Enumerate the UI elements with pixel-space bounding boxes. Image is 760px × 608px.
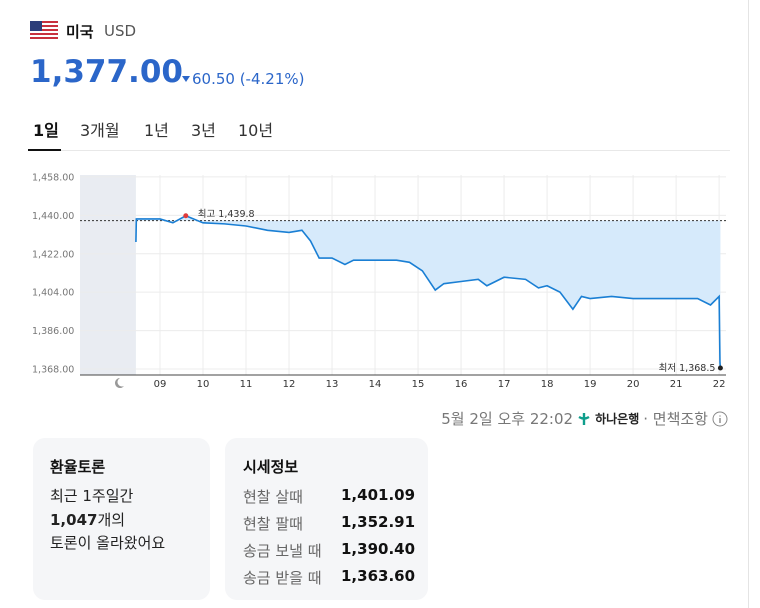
price-line xyxy=(135,214,722,369)
extreme-label: 최고 1,439.8 xyxy=(198,209,255,220)
x-tick-label: 17 xyxy=(498,379,511,390)
bank: 하나은행 xyxy=(595,412,640,426)
card-border xyxy=(748,0,749,608)
tab[interactable]: 10년 xyxy=(238,121,274,140)
quote-label: 현찰 살때 xyxy=(243,488,303,506)
x-tick-label: 10 xyxy=(197,379,210,390)
extreme-label: 최저 1,368.5 xyxy=(659,363,716,374)
tab[interactable]: 3개월 xyxy=(80,121,120,140)
tab[interactable]: 1일 xyxy=(33,121,59,140)
tab[interactable]: 1년 xyxy=(144,121,169,140)
area-fill xyxy=(135,215,721,368)
footer: 5월 2일 오후 22:02 하나은행 · 면책조항 xyxy=(441,408,728,429)
y-tick-label: 1,404.00 xyxy=(32,288,74,299)
x-tick-label: 16 xyxy=(455,379,468,390)
text: 최근 1주일간 xyxy=(50,487,134,505)
quote-value: 1,401.09 xyxy=(341,486,416,504)
quote-label: 송금 보낼 때 xyxy=(243,542,322,560)
price: 1,377.00 xyxy=(30,54,183,90)
x-tick-label: 11 xyxy=(240,379,253,390)
x-tick-label: 15 xyxy=(412,379,425,390)
night-icon xyxy=(115,378,124,388)
x-tick-label: 09 xyxy=(154,379,167,390)
text: 개의 xyxy=(97,511,126,529)
closed-region xyxy=(80,175,136,375)
y-tick-label: 1,386.00 xyxy=(32,326,74,337)
tab[interactable]: 3년 xyxy=(191,121,216,140)
card-title: 시세정보 xyxy=(243,458,299,476)
count: 1,047 xyxy=(50,511,98,529)
x-tick-label: 20 xyxy=(627,379,640,390)
us-flag xyxy=(30,21,58,39)
quote-label: 현찰 팔때 xyxy=(243,515,303,533)
change: 60.50 (-4.21%) xyxy=(192,70,305,88)
currency: USD xyxy=(104,22,137,40)
y-tick-label: 1,422.00 xyxy=(32,249,74,260)
x-tick-label: 12 xyxy=(283,379,296,390)
tab-divider xyxy=(28,150,730,151)
quote-value: 1,352.91 xyxy=(341,513,416,531)
quote-card: 시세정보 현찰 살때 1,401.09 현찰 팔때 1,352.91 송금 보낼… xyxy=(225,438,428,600)
text: 토론이 올라왔어요 xyxy=(50,534,166,552)
country: 미국 xyxy=(66,23,94,41)
quote-value: 1,363.60 xyxy=(341,567,416,585)
y-tick-label: 1,440.00 xyxy=(32,211,74,222)
quote-value: 1,390.40 xyxy=(341,540,416,558)
chart: 1,368.00 1,386.00 1,404.00 1,422.00 1,440.00… xyxy=(32,172,726,390)
info-icon[interactable] xyxy=(712,411,728,427)
extreme-dot xyxy=(183,213,189,219)
quote-label: 송금 받을 때 xyxy=(243,569,322,587)
x-tick-label: 13 xyxy=(326,379,339,390)
y-tick-label: 1,458.00 xyxy=(32,172,74,183)
extreme-dot xyxy=(717,365,723,371)
discussion-card[interactable]: 환율토론 최근 1주일간 1,047개의 토론이 올라왔어요 xyxy=(33,438,210,600)
x-tick-label: 21 xyxy=(670,379,683,390)
disclaimer[interactable]: · 면책조항 xyxy=(643,410,708,428)
bank-logo xyxy=(578,412,590,425)
down-arrow xyxy=(182,76,190,82)
tab-underline xyxy=(28,149,61,151)
x-tick-label: 19 xyxy=(584,379,597,390)
y-tick-label: 1,368.00 xyxy=(32,365,74,376)
text: 1,047개의 xyxy=(50,509,125,530)
x-tick-label: 22 xyxy=(713,379,726,390)
card-title: 환율토론 xyxy=(50,458,106,476)
timestamp: 5월 2일 오후 22:02 xyxy=(441,410,574,428)
x-tick-label: 18 xyxy=(541,379,554,390)
x-tick-label: 14 xyxy=(369,379,382,390)
